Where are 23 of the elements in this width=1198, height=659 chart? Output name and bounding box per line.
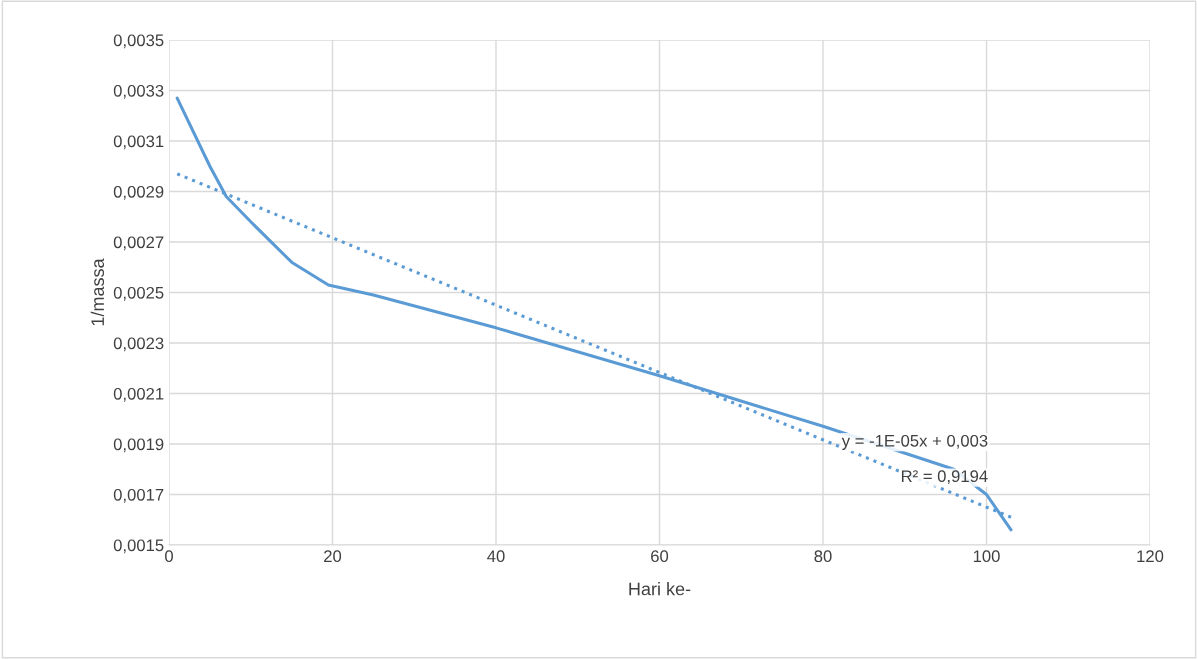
- y-axis-title: 1/massa: [90, 258, 105, 326]
- y-tick-label: 0,0023: [113, 337, 164, 352]
- y-tick-label: 0,0019: [113, 438, 164, 453]
- y-tick-label: 0,0025: [113, 286, 164, 301]
- y-tick-label: 0,0033: [113, 84, 164, 99]
- y-tick-label: 0,0017: [113, 488, 164, 503]
- x-tick-label: 0: [165, 550, 173, 563]
- y-tick-label: 0,0035: [113, 34, 164, 49]
- line-series: [175, 96, 1013, 532]
- annotation: R² = 0,9194: [901, 470, 988, 485]
- x-axis-title: Hari ke-: [629, 582, 691, 596]
- y-tick-label: 0,0031: [113, 135, 164, 150]
- x-tick-label: 40: [487, 550, 505, 563]
- annotation: y = -1E-05x + 0,003: [841, 434, 988, 450]
- y-tick-label: 0,0027: [113, 236, 164, 251]
- y-tick-label: 0,0015: [113, 539, 164, 554]
- x-tick-label: 60: [651, 550, 669, 563]
- y-tick-label: 0,0029: [113, 185, 164, 200]
- x-tick-label: 20: [324, 550, 342, 563]
- x-tick-label: 120: [1137, 550, 1164, 563]
- x-tick-label: 80: [814, 550, 832, 563]
- x-tick-label: 100: [973, 550, 1000, 563]
- y-tick-label: 0,0021: [113, 387, 164, 402]
